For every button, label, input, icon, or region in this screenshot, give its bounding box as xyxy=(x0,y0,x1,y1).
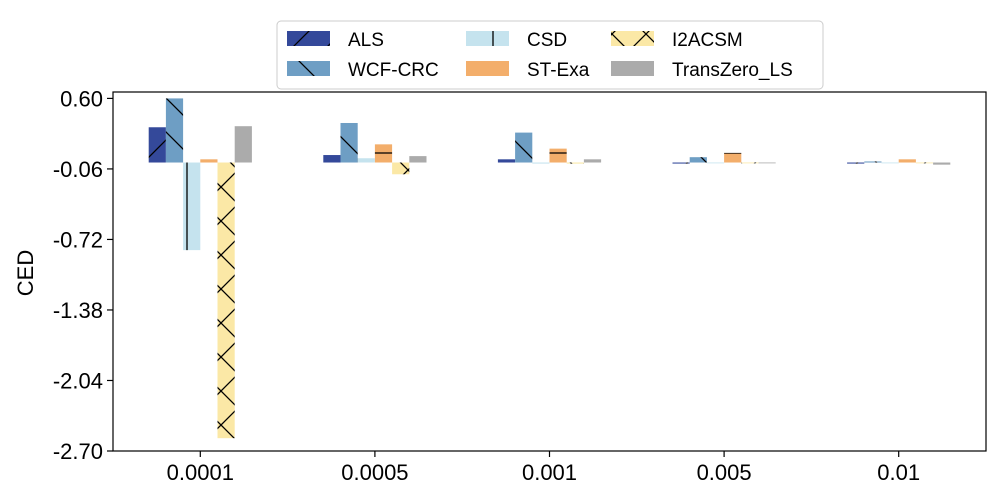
bar-csd-0.001 xyxy=(532,162,550,164)
bar-als-0.0005 xyxy=(323,155,341,163)
bar-st-exa-0.0005 xyxy=(374,144,393,163)
bar-transzero-ls-0.0001 xyxy=(234,126,252,163)
bar-csd-0.0005 xyxy=(357,158,375,163)
legend-label: ST-Exa xyxy=(527,60,590,81)
legend-swatch xyxy=(466,31,509,46)
y-tick-label: 0.60 xyxy=(60,86,103,111)
legend-label: CSD xyxy=(527,30,567,51)
y-tick-label: -1.38 xyxy=(53,298,103,323)
y-axis-label: CED xyxy=(13,250,38,296)
legend-swatch xyxy=(611,31,654,46)
legend: ALS WCF-CRC CSD ST-Exa I2ACSM TransZero_LS xyxy=(276,20,824,90)
bar-transzero-ls-0.01 xyxy=(933,162,951,165)
bar-i2acsm-0.0005 xyxy=(392,162,410,175)
y-tick-label: -0.72 xyxy=(53,227,103,252)
bar-als-0.001 xyxy=(497,159,516,163)
bar-als-0.01 xyxy=(847,162,865,164)
bar-als-0.005 xyxy=(672,162,690,164)
x-tick-label: 0.001 xyxy=(522,460,577,485)
x-tick-label: 0.005 xyxy=(697,460,752,485)
bars-layer xyxy=(148,98,951,439)
bar-i2acsm-0.001 xyxy=(566,162,584,164)
bar-transzero-ls-0.005 xyxy=(758,162,776,164)
x-tick-label: 0.0001 xyxy=(167,460,234,485)
bar-wcf-crc-0.005 xyxy=(689,157,707,163)
legend-label: WCF-CRC xyxy=(348,60,439,81)
legend-label: ALS xyxy=(348,30,384,51)
bar-wcf-crc-0.0005 xyxy=(340,122,358,163)
axes: 0.60 -0.06 -0.72 -1.38 -2.04 -2.70 0.0001 0.000… xyxy=(53,86,987,485)
bar-wcf-crc-0.0001 xyxy=(165,98,184,163)
y-tick-label: -2.04 xyxy=(53,368,103,393)
y-tick-label: -2.70 xyxy=(53,439,103,464)
bar-i2acsm-0.0001 xyxy=(217,162,235,439)
legend-label: TransZero_LS xyxy=(672,60,793,81)
legend-swatch xyxy=(287,61,330,76)
legend-swatch xyxy=(466,61,509,76)
bar-csd-0.01 xyxy=(881,162,899,164)
bar-i2acsm-0.01 xyxy=(915,162,934,164)
x-tick-label: 0.01 xyxy=(877,460,920,485)
bar-wcf-crc-0.001 xyxy=(515,132,533,163)
x-tick-label: 0.0005 xyxy=(341,460,408,485)
bar-wcf-crc-0.01 xyxy=(864,161,882,163)
bar-transzero-ls-0.001 xyxy=(583,159,602,163)
y-tick-label: -0.06 xyxy=(53,157,103,182)
bar-i2acsm-0.005 xyxy=(741,162,759,164)
bar-st-exa-0.01 xyxy=(898,159,916,163)
legend-box xyxy=(276,20,824,90)
bar-st-exa-0.005 xyxy=(724,152,742,163)
bar-csd-0.0001 xyxy=(183,162,201,251)
bar-transzero-ls-0.0005 xyxy=(409,156,427,163)
bar-als-0.0001 xyxy=(148,127,166,163)
legend-label: I2ACSM xyxy=(672,30,743,51)
legend-swatch xyxy=(611,61,654,76)
bar-st-exa-0.001 xyxy=(549,148,567,163)
bar-st-exa-0.0001 xyxy=(200,159,218,163)
legend-swatch xyxy=(287,31,330,46)
bar-csd-0.005 xyxy=(706,162,725,164)
